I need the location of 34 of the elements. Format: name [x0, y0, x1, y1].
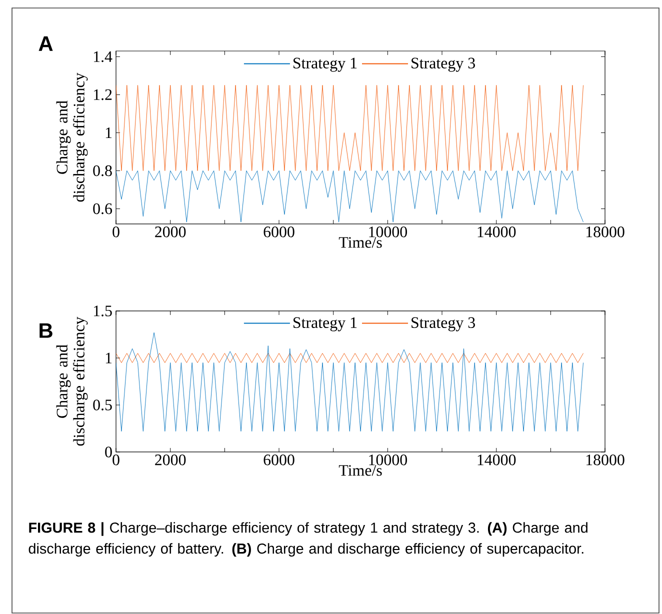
x-tick-label: 10000 [369, 226, 407, 238]
x-tick-label: 0 [112, 226, 120, 238]
y-tick-label: 0.6 [93, 203, 112, 214]
legend-label: Strategy 3 [412, 58, 475, 72]
x-axis-title: Time/s [338, 237, 382, 248]
x-tick-label: 6000 [264, 454, 294, 466]
legend-label: Strategy 1 [294, 58, 357, 72]
chart-title: A [38, 36, 53, 51]
x-tick-label: 0 [112, 454, 120, 466]
y-axis-title: Charge and discharge efficiency [56, 316, 88, 446]
legend-label: Strategy 3 [412, 317, 475, 332]
x-tick-label: 2000 [155, 454, 186, 466]
y-tick-label: 1.5 [94, 306, 112, 316]
x-tick-label: 6000 [264, 226, 294, 238]
y-tick-label: 1 [106, 352, 112, 364]
x-tick-label: 2000 [155, 226, 186, 238]
y-tick-label: 0.5 [93, 400, 112, 410]
line-series [116, 332, 584, 432]
y-tick-label: 0.8 [93, 165, 112, 176]
y-axis-title: Charge and discharge efficiency [56, 72, 88, 202]
x-tick-label: 14000 [478, 226, 516, 238]
y-tick-label: 1 [106, 127, 112, 138]
chart-title: B [40, 323, 52, 338]
y-tick-label: 1.4 [94, 51, 112, 62]
x-tick-label: 10000 [369, 454, 407, 466]
line-series [116, 170, 584, 222]
y-tick-label: 0 [105, 446, 112, 458]
x-tick-label: 14000 [478, 454, 516, 466]
text: FIGURE 8 | Charge–discharge efficiency of strategy 1 and strategy 3. (A) Charge and discharge efficiency of battery. (B) Charge and discharge efficiency of supercapacitor. [28, 522, 588, 557]
x-tick-label: 18000 [586, 226, 624, 238]
y-tick-label: 1.2 [94, 89, 112, 100]
x-tick-label: 18000 [586, 454, 624, 466]
x-axis-title: Time/s [338, 465, 382, 476]
legend-label: Strategy 1 [294, 317, 357, 332]
